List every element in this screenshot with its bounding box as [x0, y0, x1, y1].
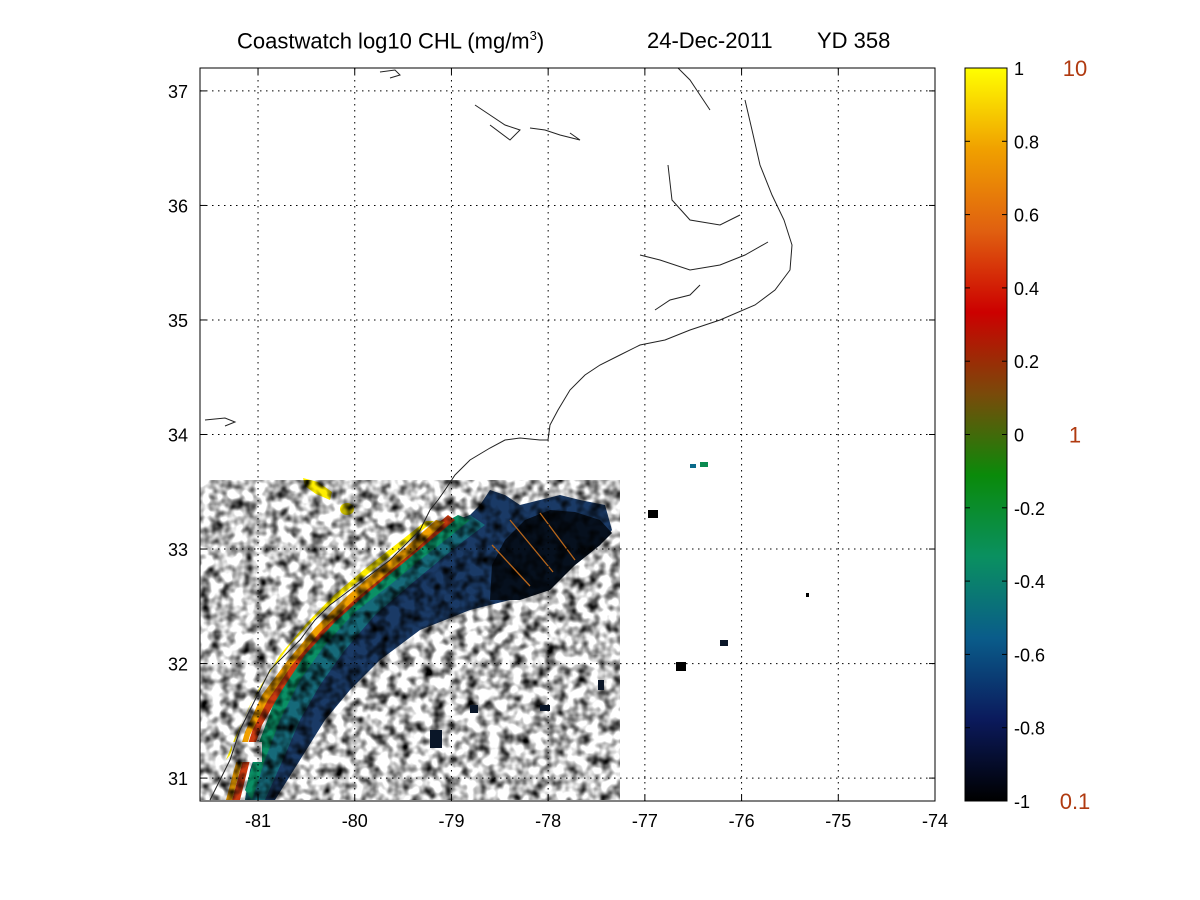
y-tick-label: 37: [168, 82, 188, 102]
x-tick-label: -75: [825, 811, 851, 831]
colorbar-tick-label: -0.2: [1014, 499, 1045, 519]
x-tick-label: -80: [342, 811, 368, 831]
colorbar-real-label: 10: [1063, 56, 1087, 81]
colorbar-tick-label: 0: [1014, 426, 1024, 446]
title-main: Coastwatch log10 CHL (mg/m3): [237, 28, 545, 54]
x-tick-label: -74: [922, 811, 948, 831]
y-tick-label: 35: [168, 311, 188, 331]
x-tick-label: -79: [438, 811, 464, 831]
y-axis: 31 32 33 34 35 36 37: [168, 82, 935, 789]
colorbar-tick-label: 1: [1014, 59, 1024, 79]
x-tick-label: -81: [245, 811, 271, 831]
x-axis: -81 -80 -79 -78 -77 -76 -75 -74: [245, 68, 948, 831]
colorbar-fill: [964, 67, 1008, 802]
colorbar-tick-label: 0.6: [1014, 206, 1039, 226]
colorbar-real-label: 1: [1069, 423, 1081, 448]
colorbar-tick-label: -1: [1014, 792, 1030, 812]
colorbar-ticks: 1 0.8 0.6 0.4 0.2 0 -0.2 -0.4 -0.6 -0.8 -1: [965, 59, 1045, 812]
coastline: [204, 68, 793, 801]
colorbar-tick-label: -0.8: [1014, 719, 1045, 739]
chlorophyll-data-layer: [200, 462, 809, 800]
chl-speckle: [200, 480, 620, 800]
x-tick-label: -76: [729, 811, 755, 831]
colorbar: 1 0.8 0.6 0.4 0.2 0 -0.2 -0.4 -0.6 -0.8 -1 10 1 0.1: [964, 56, 1091, 814]
y-tick-label: 36: [168, 196, 188, 216]
colorbar-tick-label: 0.8: [1014, 132, 1039, 152]
y-tick-label: 34: [168, 426, 188, 446]
map-grid: [200, 68, 936, 801]
colorbar-tick-label: -0.4: [1014, 572, 1045, 592]
title-yearday: YD 358: [817, 28, 891, 53]
colorbar-real-label: 0.1: [1060, 789, 1091, 814]
colorbar-tick-label: 0.2: [1014, 352, 1039, 372]
figure-title: Coastwatch log10 CHL (mg/m3) 24-Dec-2011…: [200, 28, 935, 58]
colorbar-tick-label: -0.6: [1014, 645, 1045, 665]
y-tick-label: 33: [168, 540, 188, 560]
x-tick-label: -78: [535, 811, 561, 831]
colorbar-real-values: 10 1 0.1: [1060, 56, 1091, 814]
colorbar-tick-label: 0.4: [1014, 279, 1039, 299]
y-tick-label: 31: [168, 769, 188, 789]
title-date: 24-Dec-2011: [647, 28, 773, 53]
y-tick-label: 32: [168, 655, 188, 675]
x-tick-label: -77: [632, 811, 658, 831]
